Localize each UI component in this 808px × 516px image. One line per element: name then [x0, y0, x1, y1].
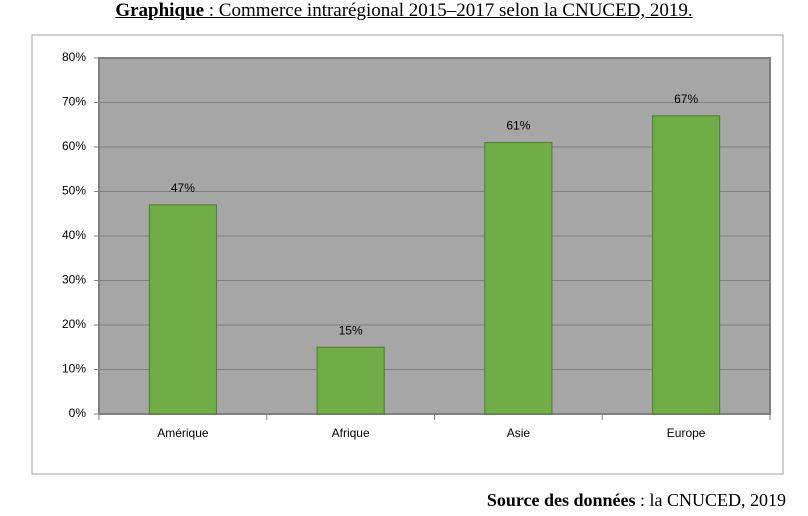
- source-label: Source des données: [486, 490, 636, 510]
- y-tick-label: 80%: [62, 50, 86, 64]
- bar: [652, 115, 721, 415]
- y-tick-label: 60%: [62, 139, 86, 153]
- title-prefix: Graphique: [115, 0, 205, 21]
- title: Graphique : Commerce intrarégional 2015–…: [0, 0, 808, 22]
- data-label: 67%: [674, 92, 698, 106]
- y-tick-label: 50%: [62, 184, 86, 198]
- y-tick-label: 20%: [62, 317, 86, 331]
- source-text: : la CNUCED, 2019: [635, 490, 786, 510]
- x-tick-label: Amérique: [157, 426, 209, 440]
- x-tick-label: Asie: [507, 426, 531, 440]
- source: Source des données : la CNUCED, 2019: [487, 490, 786, 511]
- y-tick-label: 30%: [62, 273, 86, 287]
- x-tick-label: Afrique: [332, 426, 370, 440]
- y-tick-label: 10%: [62, 362, 86, 376]
- data-label: 47%: [171, 181, 195, 195]
- y-tick-label: 40%: [62, 228, 86, 242]
- y-tick-label: 70%: [62, 95, 86, 109]
- x-tick-label: Europe: [667, 426, 706, 440]
- bar: [148, 204, 217, 415]
- title-text: : Commerce intrarégional 2015–2017 selon…: [204, 0, 693, 21]
- bar: [484, 142, 553, 415]
- y-tick-label: 0%: [69, 406, 87, 420]
- bar: [316, 346, 385, 415]
- data-label: 61%: [506, 119, 530, 133]
- chart: 0% 10% 20% 30% 40% 50% 60% 70% 80% Amérique 47% Afr…: [31, 34, 784, 475]
- data-label: 15%: [339, 323, 363, 337]
